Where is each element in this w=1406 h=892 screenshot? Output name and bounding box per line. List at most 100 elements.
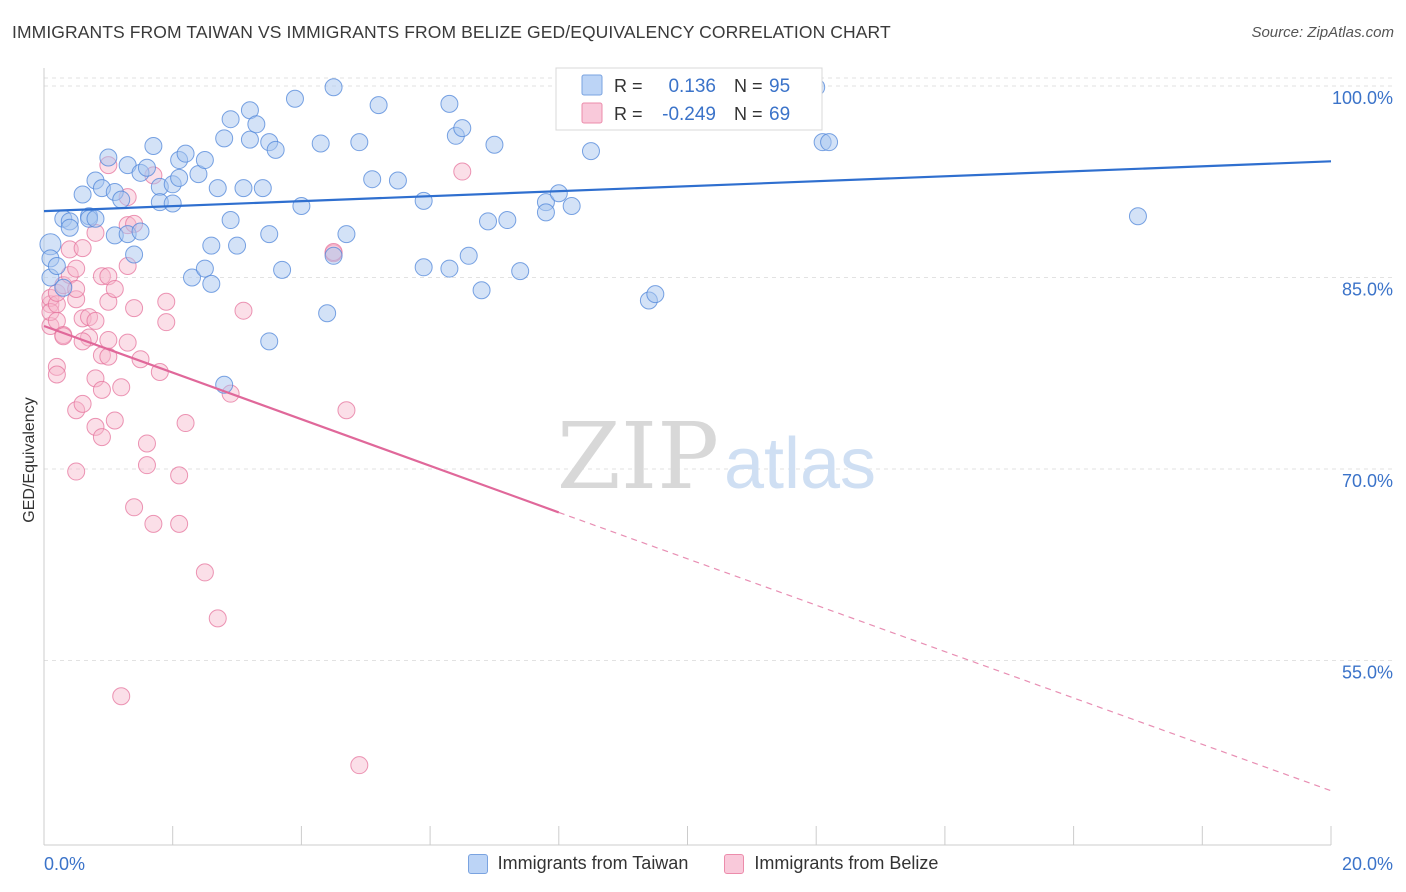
taiwan-point	[337, 225, 356, 244]
taiwan-point	[125, 245, 144, 264]
taiwan-trend-line	[43, 160, 1332, 213]
legend-r-label: R =	[614, 104, 643, 124]
taiwan-point	[240, 130, 259, 149]
taiwan-point	[472, 281, 491, 300]
belize-point	[112, 687, 131, 706]
axes	[43, 68, 1332, 846]
taiwan-point	[324, 78, 343, 97]
legend-item-belize: Immigrants from Belize	[724, 853, 938, 874]
taiwan-point	[195, 259, 214, 278]
taiwan-point	[388, 171, 407, 190]
taiwan-point	[47, 257, 66, 276]
legend-n-label: N =	[734, 76, 763, 96]
legend-label-taiwan: Immigrants from Taiwan	[497, 853, 689, 873]
taiwan-point	[311, 134, 330, 153]
watermark: ZIP atlas	[557, 403, 876, 510]
taiwan-point	[163, 194, 182, 213]
belize-point	[234, 301, 253, 320]
taiwan-point	[459, 246, 478, 265]
belize-point	[170, 466, 189, 485]
x-tick-label-left: 0.0%	[44, 854, 85, 874]
grid-lines	[44, 77, 1393, 661]
belize-point	[73, 332, 92, 351]
legend-r-value-taiwan: 0.136	[668, 76, 716, 97]
belize-point	[92, 267, 111, 286]
taiwan-point	[1128, 207, 1147, 226]
belize-trend-extension	[558, 511, 1332, 792]
y-tick-label: 70.0%	[1342, 471, 1393, 491]
taiwan-point	[60, 218, 79, 237]
legend-item-taiwan: Immigrants from Taiwan	[467, 853, 689, 874]
taiwan-point	[260, 225, 279, 244]
belize-points	[41, 156, 472, 775]
taiwan-point	[176, 144, 195, 163]
taiwan-point	[511, 262, 530, 281]
belize-point	[118, 333, 137, 352]
belize-point	[60, 240, 79, 259]
taiwan-point	[253, 179, 272, 198]
taiwan-point	[202, 274, 221, 293]
belize-point	[86, 417, 105, 436]
taiwan-point	[183, 268, 202, 287]
belize-point	[208, 609, 227, 628]
belize-point	[86, 311, 105, 330]
legend-label-belize: Immigrants from Belize	[754, 853, 939, 873]
taiwan-point	[581, 142, 600, 161]
taiwan-point	[208, 179, 227, 198]
belize-point	[195, 563, 214, 582]
taiwan-point	[440, 94, 459, 113]
legend-swatch-belize	[581, 102, 603, 124]
taiwan-point	[350, 133, 369, 152]
taiwan-point	[414, 258, 433, 277]
belize-point	[112, 378, 131, 397]
taiwan-point	[266, 140, 285, 159]
belize-point	[73, 394, 92, 413]
taiwan-point	[202, 236, 221, 255]
legend-n-value-belize: 69	[769, 104, 790, 125]
belize-point	[144, 514, 163, 533]
belize-trend-line	[43, 324, 560, 514]
taiwan-point	[453, 119, 472, 138]
taiwan-point	[221, 110, 240, 129]
taiwan-point	[195, 151, 214, 170]
belize-point	[337, 401, 356, 420]
tick-labels: 100.0% 85.0% 70.0% 55.0% 0.0% 20.0%	[44, 88, 1393, 874]
taiwan-point	[54, 278, 73, 297]
taiwan-point	[170, 168, 189, 187]
taiwan-point	[414, 191, 433, 210]
belize-point	[453, 162, 472, 181]
source-label: Source: ZipAtlas.com	[1251, 24, 1394, 41]
taiwan-point	[369, 96, 388, 115]
belize-point	[176, 414, 195, 433]
belize-point	[350, 756, 369, 775]
belize-point	[86, 369, 105, 388]
trend-lines	[43, 160, 1332, 792]
belize-point	[73, 239, 92, 258]
belize-point	[157, 292, 176, 311]
taiwan-point	[562, 197, 581, 216]
belize-point	[92, 380, 111, 399]
taiwan-point	[549, 184, 568, 203]
legend-swatch-taiwan	[581, 74, 603, 96]
taiwan-point	[131, 222, 150, 241]
belize-point	[67, 462, 86, 481]
taiwan-point	[363, 170, 382, 189]
taiwan-point	[536, 203, 555, 222]
taiwan-point	[273, 260, 292, 279]
taiwan-points	[39, 78, 1147, 394]
taiwan-point	[646, 285, 665, 304]
taiwan-point	[86, 209, 105, 228]
watermark-zip: ZIP	[557, 403, 719, 510]
belize-point	[67, 401, 86, 420]
legend-n-label: N =	[734, 104, 763, 124]
belize-point	[47, 357, 66, 376]
belize-point	[125, 498, 144, 517]
taiwan-point	[112, 190, 131, 209]
chart-title: IMMIGRANTS FROM TAIWAN VS IMMIGRANTS FRO…	[12, 22, 891, 42]
belize-point	[47, 365, 66, 384]
taiwan-point	[215, 129, 234, 148]
taiwan-point	[144, 137, 163, 156]
legend-swatch-taiwan	[467, 853, 488, 874]
taiwan-point	[99, 148, 118, 167]
taiwan-point	[247, 115, 266, 134]
